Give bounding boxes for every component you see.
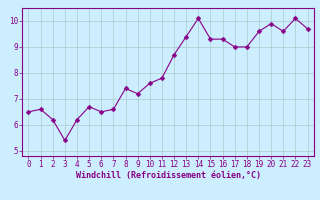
X-axis label: Windchill (Refroidissement éolien,°C): Windchill (Refroidissement éolien,°C) xyxy=(76,171,260,180)
